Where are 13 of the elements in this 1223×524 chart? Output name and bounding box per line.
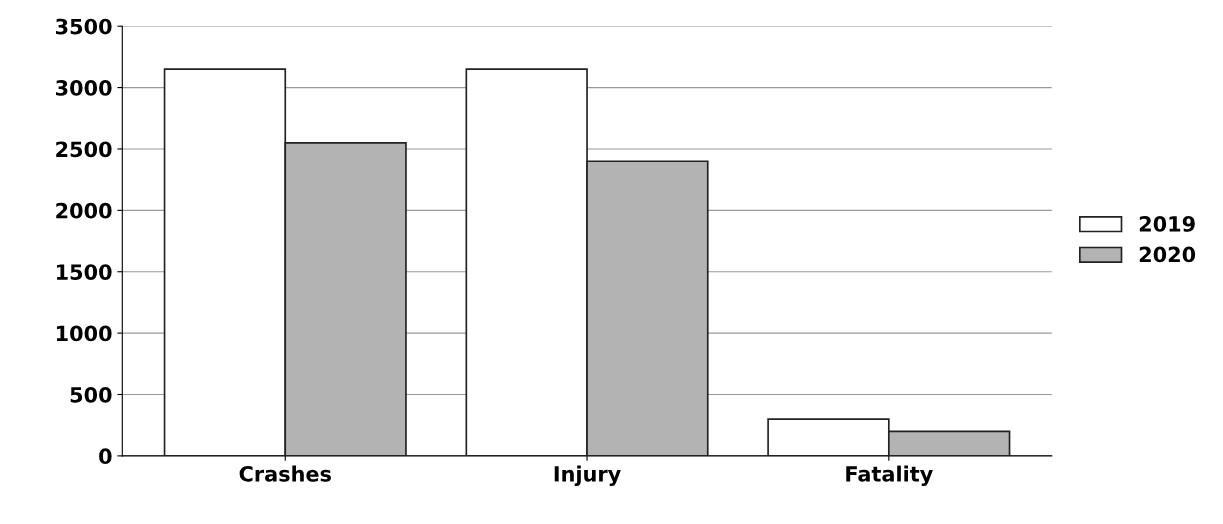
x-tick-label: Crashes <box>239 465 331 482</box>
y-tick-label: 0 <box>99 448 112 465</box>
y-tick-label: 3000 <box>55 80 112 96</box>
y-tick-label: 1500 <box>56 264 112 280</box>
legend-label: 2019 <box>1139 216 1195 232</box>
y-tick-label: 2500 <box>56 141 112 158</box>
y-tick-label: 1000 <box>56 325 112 342</box>
x-tick-label: Injury <box>554 465 621 486</box>
y-tick-label: 500 <box>70 386 112 403</box>
legend-label: 2020 <box>1139 246 1196 263</box>
y-tick-label: 3500 <box>55 18 112 35</box>
x-tick-label: Fatality <box>846 465 933 486</box>
y-tick-label: 2000 <box>56 202 112 219</box>
